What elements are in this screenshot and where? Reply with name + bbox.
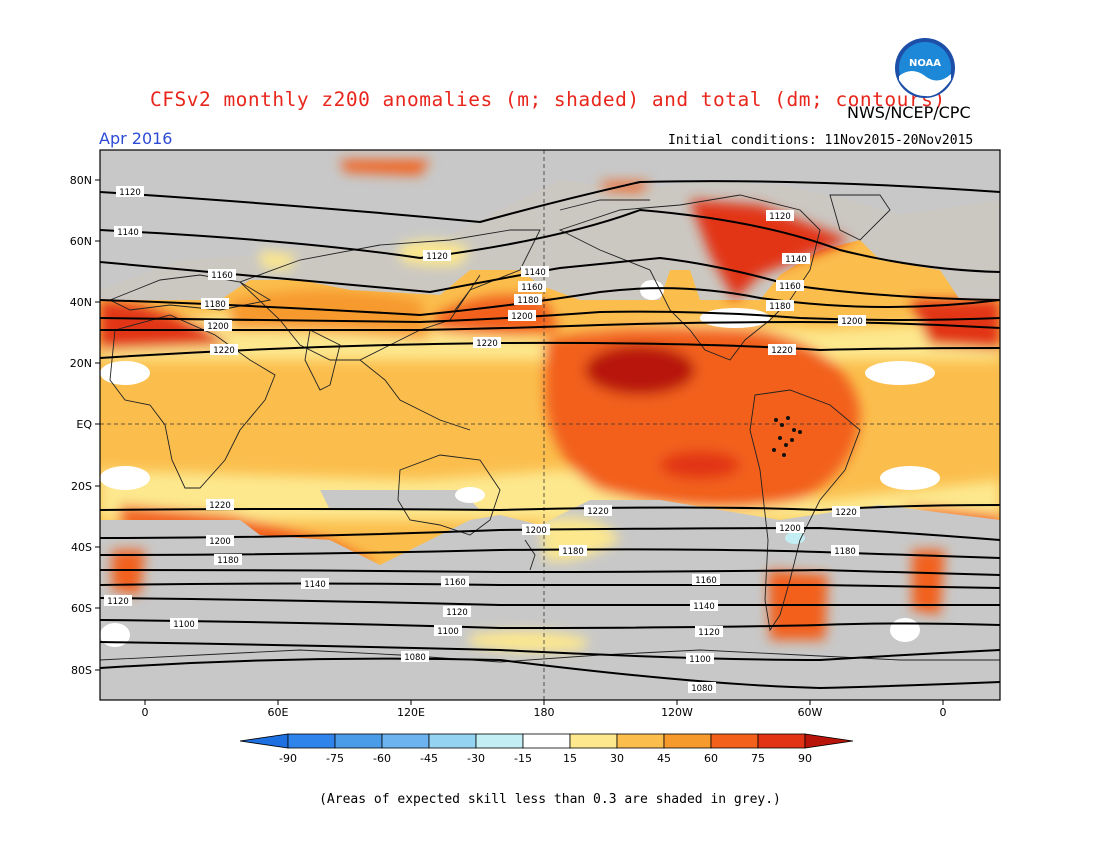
- colorbar-label: 30: [610, 752, 624, 765]
- contour-label-1160: 1160: [521, 283, 543, 293]
- contour-label-1120: 1120: [426, 252, 448, 262]
- colorbar-swatch: [522, 733, 571, 749]
- lon-label-0: 0: [142, 706, 149, 719]
- lon-label-60e: 60E: [268, 706, 289, 719]
- colorbar-swatch: [475, 733, 524, 749]
- contour-label-1140: 1140: [785, 255, 807, 265]
- contour-label-1140: 1140: [304, 580, 326, 590]
- initial-conditions-label: Initial conditions: 11Nov2015-20Nov2015: [668, 133, 974, 148]
- colorbar-label: -30: [467, 752, 485, 765]
- contour-label-1200: 1200: [207, 322, 229, 332]
- lat-label-60s: 60S: [71, 602, 92, 615]
- contour-label-1220: 1220: [771, 346, 793, 356]
- lon-label-180: 180: [534, 706, 555, 719]
- lat-label-eq: EQ: [76, 418, 92, 431]
- colorbar-swatch: [757, 733, 806, 749]
- contour-label-1200: 1200: [525, 526, 547, 536]
- map-plot-area: 1120 1140 1160 1180 1200 1220 1120 1140 …: [100, 150, 1000, 700]
- colorbar-swatch: [334, 733, 383, 749]
- contour-label-1200: 1200: [209, 537, 231, 547]
- lat-label-80n: 80N: [70, 174, 92, 187]
- contour-label-1140: 1140: [117, 228, 139, 238]
- contour-label-1120: 1120: [769, 212, 791, 222]
- lon-label-120w: 120W: [661, 706, 693, 719]
- contour-labels: 1120 1140 1160 1180 1200 1220 1120 1140 …: [104, 186, 866, 694]
- contour-label-1100: 1100: [689, 655, 711, 665]
- forecast-month-label: Apr 2016: [99, 129, 173, 148]
- colorbar-label: 75: [751, 752, 765, 765]
- colorbar-label: -75: [326, 752, 344, 765]
- contour-label-1180: 1180: [769, 302, 791, 312]
- contour-label-1160: 1160: [695, 576, 717, 586]
- colorbar-swatch: [663, 733, 712, 749]
- contour-label-1160: 1160: [779, 282, 801, 292]
- skill-note: (Areas of expected skill less than 0.3 a…: [319, 792, 781, 807]
- contour-label-1180: 1180: [217, 556, 239, 566]
- lat-label-60n: 60N: [70, 235, 92, 248]
- colorbar-swatch: [569, 733, 618, 749]
- contour-label-1080: 1080: [691, 684, 713, 694]
- contour-label-1220: 1220: [213, 346, 235, 356]
- lat-axis: [95, 179, 100, 671]
- contour-label-1140: 1140: [524, 268, 546, 278]
- lat-label-40n: 40N: [70, 296, 92, 309]
- contour-label-1220: 1220: [476, 339, 498, 349]
- noaa-logo-text: NOAA: [909, 58, 941, 69]
- contour-label-1100: 1100: [437, 627, 459, 637]
- contour-label-1200: 1200: [511, 312, 533, 322]
- contour-label-1180: 1180: [562, 547, 584, 557]
- lon-label-60w: 60W: [798, 706, 823, 719]
- contour-label-1220: 1220: [587, 507, 609, 517]
- contour-label-1160: 1160: [211, 271, 233, 281]
- colorbar-swatch: [710, 733, 759, 749]
- lat-label-20s: 20S: [71, 480, 92, 493]
- colorbar-label: 15: [563, 752, 577, 765]
- colorbar-label: -15: [514, 752, 532, 765]
- lat-label-20n: 20N: [70, 357, 92, 370]
- contour-label-1120: 1120: [119, 188, 141, 198]
- colorbar-swatch: [381, 733, 430, 749]
- contour-label-1120: 1120: [698, 628, 720, 638]
- colorbar-label: 45: [657, 752, 671, 765]
- colorbar: -90 -75 -60 -45 -30 -15 15 30 45 60 75 90: [239, 733, 854, 765]
- map-frame: [99, 149, 1001, 701]
- agency-label: NWS/NCEP/CPC: [847, 103, 971, 122]
- colorbar-swatch: [287, 733, 336, 749]
- colorbar-label: -45: [420, 752, 438, 765]
- colorbar-swatch: [616, 733, 665, 749]
- lat-label-40s: 40S: [71, 541, 92, 554]
- chart-title: CFSv2 monthly z200 anomalies (m; shaded)…: [150, 88, 946, 111]
- contour-label-1220: 1220: [209, 501, 231, 511]
- colorbar-swatch: [428, 733, 477, 749]
- colorbar-arrow-left: [239, 733, 289, 749]
- colorbar-label: -60: [373, 752, 391, 765]
- colorbar-label: 60: [704, 752, 718, 765]
- contour-label-1160: 1160: [444, 578, 466, 588]
- colorbar-arrow-right: [804, 733, 854, 749]
- lon-label-120e: 120E: [397, 706, 425, 719]
- contour-label-1180: 1180: [204, 300, 226, 310]
- contour-label-1180: 1180: [834, 547, 856, 557]
- hatch-dots: [772, 416, 802, 457]
- colorbar-label: -90: [279, 752, 297, 765]
- contour-label-1200: 1200: [779, 524, 801, 534]
- contour-label-1200: 1200: [841, 317, 863, 327]
- contour-label-1180: 1180: [517, 296, 539, 306]
- lon-label-0-east: 0: [940, 706, 947, 719]
- contour-label-1120: 1120: [107, 597, 129, 607]
- contour-label-1100: 1100: [173, 620, 195, 630]
- lon-axis: [144, 700, 944, 705]
- colorbar-label: 90: [798, 752, 812, 765]
- lat-label-80s: 80S: [71, 664, 92, 677]
- contour-label-1140: 1140: [693, 602, 715, 612]
- contour-label-1220: 1220: [835, 508, 857, 518]
- noaa-logo: NOAA: [895, 38, 955, 98]
- contour-label-1080: 1080: [404, 653, 426, 663]
- contour-label-1120: 1120: [446, 608, 468, 618]
